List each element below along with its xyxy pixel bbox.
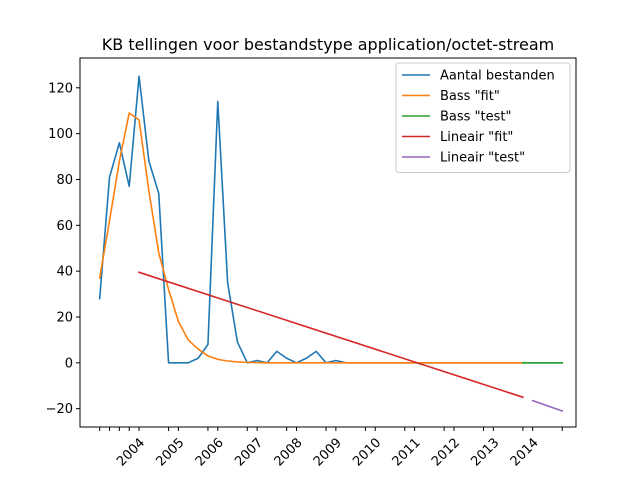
legend-label: Bass "fit" bbox=[440, 89, 500, 104]
legend-label: Lineair "fit" bbox=[440, 130, 513, 145]
y-tick-label: 100 bbox=[48, 127, 73, 142]
series-layer bbox=[98, 75, 564, 412]
legend: Aantal bestanden Bass "fit" Bass "test" Lin… bbox=[395, 62, 571, 173]
y-tick-label: 120 bbox=[48, 81, 73, 96]
series-line-2 bbox=[98, 112, 524, 364]
chart-title: KB tellingen voor bestandstype applicati… bbox=[102, 35, 554, 54]
legend-label: Bass "test" bbox=[440, 110, 512, 125]
y-tick-label: 40 bbox=[56, 265, 73, 280]
y-axis: −20 0 20 40 60 80 100 120 bbox=[46, 81, 80, 417]
legend-label: Aantal bestanden bbox=[440, 69, 555, 84]
y-tick-label: 20 bbox=[56, 310, 73, 325]
legend-label: Lineair "test" bbox=[440, 151, 525, 166]
series-line-5 bbox=[531, 399, 564, 412]
axes-frame bbox=[79, 57, 577, 428]
series-line-4 bbox=[138, 271, 524, 399]
y-tick-label: 0 bbox=[65, 356, 73, 371]
y-tick-label: −20 bbox=[46, 402, 73, 417]
y-tick-label: 60 bbox=[56, 219, 73, 234]
legend-box bbox=[395, 62, 571, 173]
y-tick-label: 80 bbox=[56, 173, 73, 188]
